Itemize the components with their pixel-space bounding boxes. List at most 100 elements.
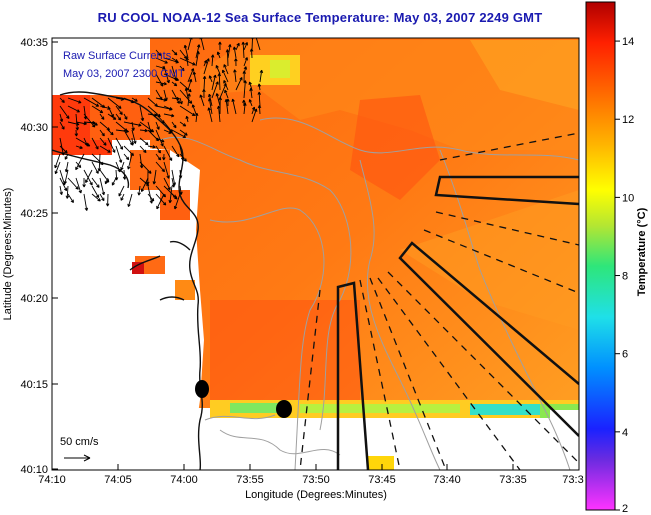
current-vector bbox=[139, 153, 144, 169]
current-vector bbox=[99, 113, 105, 120]
current-vector bbox=[203, 60, 208, 67]
current-vector bbox=[219, 83, 227, 99]
current-vector bbox=[235, 42, 240, 51]
current-vector bbox=[179, 81, 192, 93]
current-vector bbox=[83, 137, 89, 147]
current-vector bbox=[131, 129, 137, 144]
current-vector bbox=[243, 80, 247, 99]
current-vector bbox=[139, 177, 150, 187]
current-vector bbox=[163, 105, 173, 111]
current-vector bbox=[171, 49, 178, 56]
current-vector bbox=[257, 105, 262, 115]
current-vector bbox=[123, 113, 128, 120]
current-vector bbox=[118, 185, 125, 197]
current-vector bbox=[217, 73, 222, 91]
current-vector bbox=[59, 137, 65, 156]
current-vector bbox=[163, 129, 172, 134]
current-vector bbox=[130, 137, 135, 146]
current-vector bbox=[107, 137, 116, 153]
current-vector bbox=[91, 185, 100, 198]
current-vector bbox=[99, 193, 105, 202]
current-vector bbox=[221, 69, 229, 83]
current-vector bbox=[242, 70, 247, 83]
current-vector bbox=[179, 105, 196, 117]
current-vector bbox=[173, 193, 181, 210]
current-vector bbox=[147, 145, 156, 149]
current-vector bbox=[67, 97, 82, 104]
current-vector bbox=[179, 153, 187, 162]
colorbar-tick-label: 8 bbox=[622, 271, 628, 283]
current-vector bbox=[67, 105, 80, 113]
current-vector bbox=[115, 137, 124, 150]
current-vector bbox=[163, 145, 173, 161]
current-vector bbox=[155, 137, 165, 143]
current-vector bbox=[235, 77, 243, 91]
y-axis-tick-labels: 40:35 40:30 40:25 40:20 40:15 40:10 bbox=[20, 37, 48, 476]
current-vector bbox=[187, 93, 191, 107]
current-vector bbox=[187, 68, 195, 83]
x-axis-label: Longitude (Degrees:Minutes) bbox=[245, 489, 387, 501]
transect-lines bbox=[299, 132, 579, 470]
current-vector bbox=[248, 99, 253, 107]
map-title: RU COOL NOAA-12 Sea Surface Temperature:… bbox=[97, 10, 543, 25]
current-vector bbox=[185, 57, 189, 67]
current-vector bbox=[192, 71, 197, 83]
y-tick-label: 40:25 bbox=[20, 208, 48, 220]
current-vector bbox=[178, 169, 183, 179]
current-vector bbox=[59, 185, 63, 195]
current-vector bbox=[168, 185, 173, 204]
current-vector bbox=[194, 112, 199, 123]
y-tick-label: 40:35 bbox=[20, 37, 48, 49]
sst-field bbox=[52, 38, 579, 470]
buoy-marker-north bbox=[195, 380, 209, 398]
current-vector bbox=[107, 105, 114, 118]
x-tick-label: 73:35 bbox=[499, 474, 527, 486]
x-tick-label: 74:10 bbox=[38, 474, 66, 486]
current-vector bbox=[234, 58, 238, 67]
current-vector bbox=[255, 38, 261, 51]
x-axis-ticks bbox=[51, 464, 580, 470]
current-vector bbox=[147, 193, 155, 202]
current-vector bbox=[171, 89, 180, 104]
colorbar-ticks: 2 4 6 8 10 12 14 bbox=[615, 36, 634, 515]
current-vector bbox=[99, 137, 107, 146]
current-vector bbox=[155, 81, 167, 86]
current-vector bbox=[65, 185, 70, 199]
current-vector bbox=[179, 97, 183, 105]
y-axis-label: Latitude (Degrees:Minutes) bbox=[2, 188, 14, 321]
current-vector bbox=[83, 193, 89, 211]
current-vector bbox=[59, 145, 68, 154]
current-vector bbox=[115, 161, 121, 173]
current-vector bbox=[257, 91, 262, 107]
current-vector bbox=[195, 44, 201, 59]
y-tick-label: 40:20 bbox=[20, 293, 48, 305]
current-vector bbox=[185, 115, 189, 123]
y-axis-ticks bbox=[52, 41, 58, 470]
current-vector bbox=[163, 161, 170, 179]
current-vector bbox=[203, 58, 210, 75]
current-vector bbox=[215, 65, 221, 75]
current-vector bbox=[155, 49, 162, 57]
current-vector bbox=[64, 153, 69, 160]
current-vector bbox=[155, 97, 167, 102]
current-vector bbox=[152, 169, 157, 185]
y-tick-label: 40:30 bbox=[20, 122, 48, 134]
current-vector bbox=[59, 97, 65, 104]
current-vector bbox=[131, 121, 135, 131]
colorbar-tick-label: 6 bbox=[622, 349, 628, 361]
current-vector bbox=[127, 153, 133, 170]
current-vector bbox=[139, 137, 149, 146]
current-vector bbox=[163, 177, 171, 191]
current-vector bbox=[179, 129, 188, 136]
current-vector bbox=[257, 83, 262, 91]
current-vector bbox=[162, 153, 166, 161]
current-vector bbox=[99, 177, 106, 196]
current-vector bbox=[248, 81, 253, 91]
current-vector bbox=[155, 161, 166, 173]
current-vector bbox=[210, 54, 215, 67]
current-vector bbox=[75, 153, 85, 171]
current-vector bbox=[139, 161, 152, 174]
current-vector bbox=[140, 177, 149, 192]
current-vector bbox=[243, 57, 248, 67]
